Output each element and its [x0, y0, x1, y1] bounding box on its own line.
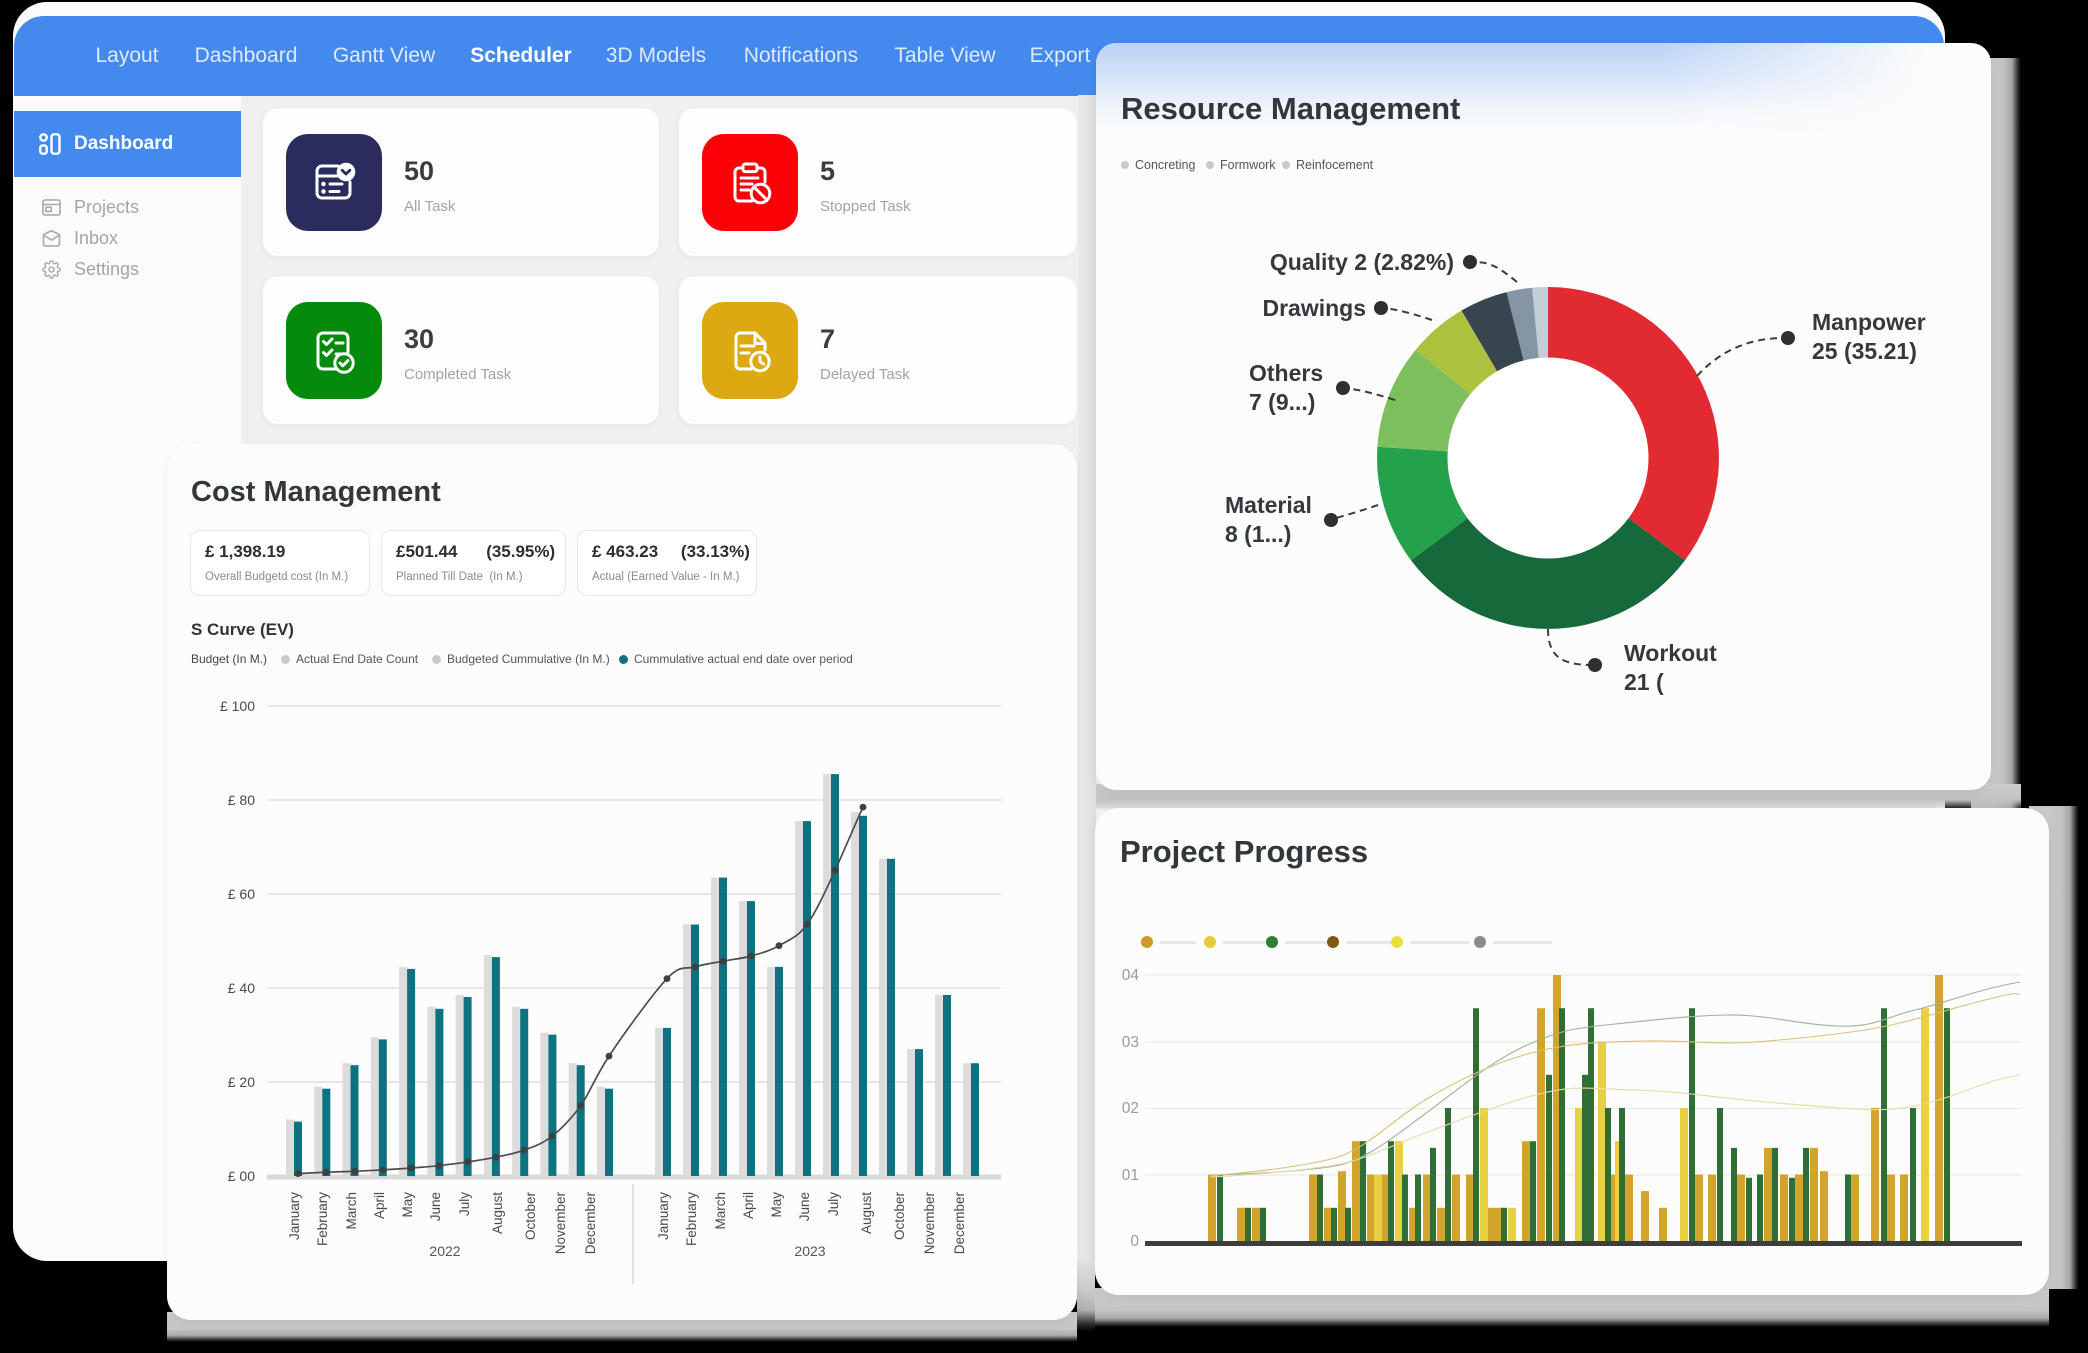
svg-text:December: December [952, 1192, 967, 1255]
svg-text:01: 01 [1122, 1167, 1139, 1184]
svg-text:02: 02 [1122, 1100, 1139, 1117]
svg-text:April: April [741, 1192, 756, 1219]
svg-text:April: April [372, 1192, 387, 1219]
svg-text:October: October [892, 1192, 907, 1241]
svg-text:£ 80: £ 80 [228, 792, 255, 808]
svg-text:November: November [553, 1192, 568, 1255]
svg-text:2023: 2023 [794, 1243, 825, 1259]
svg-text:June: June [428, 1192, 443, 1221]
svg-text:£ 60: £ 60 [228, 886, 255, 902]
svg-text:£ 20: £ 20 [228, 1074, 255, 1090]
svg-text:December: December [583, 1192, 598, 1255]
svg-text:£ 00: £ 00 [228, 1168, 255, 1184]
svg-text:May: May [769, 1192, 784, 1218]
svg-text:August: August [490, 1192, 505, 1234]
svg-text:2022: 2022 [429, 1243, 460, 1259]
svg-text:March: March [713, 1192, 728, 1230]
svg-text:£ 40: £ 40 [228, 980, 255, 996]
svg-text:February: February [315, 1192, 330, 1246]
svg-text:04: 04 [1122, 967, 1140, 984]
svg-text:June: June [797, 1192, 812, 1221]
svg-text:January: January [656, 1192, 671, 1240]
svg-text:August: August [859, 1192, 874, 1234]
svg-text:0: 0 [1130, 1233, 1139, 1250]
svg-text:03: 03 [1122, 1034, 1139, 1051]
svg-text:July: July [826, 1192, 841, 1216]
svg-text:October: October [523, 1192, 538, 1241]
svg-text:November: November [922, 1192, 937, 1255]
svg-text:May: May [400, 1192, 415, 1218]
svg-text:£ 100: £ 100 [220, 698, 255, 714]
svg-text:February: February [684, 1192, 699, 1246]
svg-text:January: January [287, 1192, 302, 1240]
svg-text:March: March [344, 1192, 359, 1230]
svg-text:July: July [457, 1192, 472, 1216]
